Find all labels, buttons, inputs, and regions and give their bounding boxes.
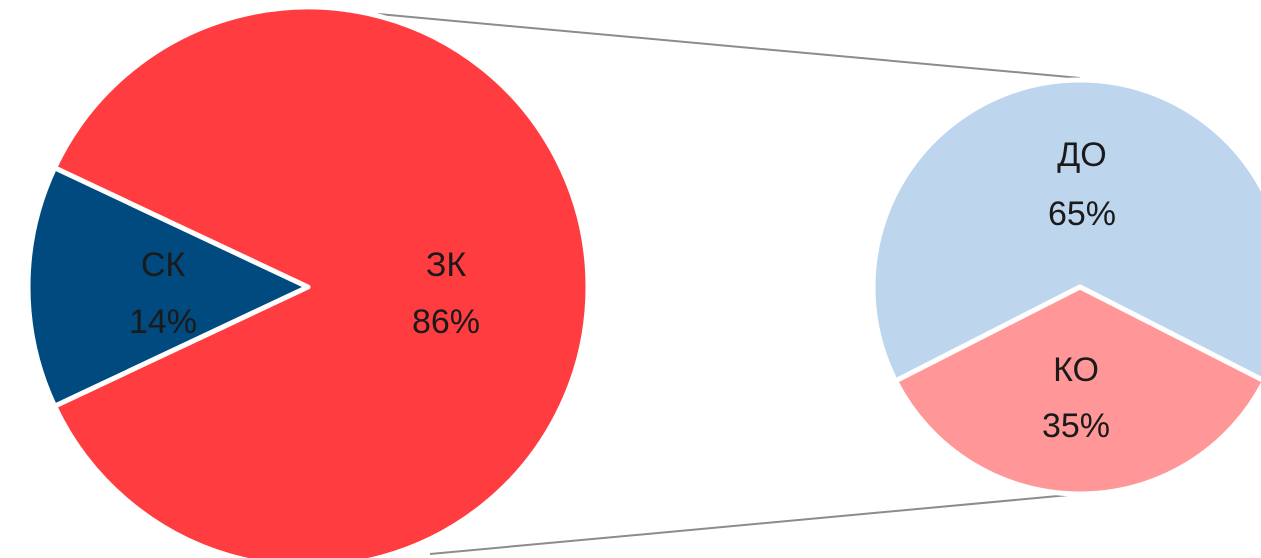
secondary-slice-value-ko: 35% bbox=[1042, 407, 1110, 445]
main-slice-value-zk: 86% bbox=[412, 303, 480, 341]
main-slice-zk bbox=[52, 4, 591, 558]
main-slice-label-zk: ЗК bbox=[426, 246, 467, 284]
secondary-slice-ko bbox=[893, 284, 1261, 497]
secondary-pie bbox=[870, 77, 1261, 497]
main-slice-label-sk: СК bbox=[141, 246, 186, 284]
secondary-slice-do bbox=[870, 77, 1261, 384]
main-pie bbox=[25, 4, 591, 558]
secondary-slice-value-do: 65% bbox=[1048, 195, 1116, 233]
secondary-slice-label-ko: КО bbox=[1053, 351, 1099, 389]
connector-line-bottom bbox=[429, 493, 1081, 555]
connector-line-top bbox=[377, 13, 1081, 79]
secondary-slice-label-do: ДО bbox=[1057, 136, 1106, 174]
main-slice-value-sk: 14% bbox=[129, 303, 197, 341]
main-slice-sk bbox=[25, 165, 311, 409]
